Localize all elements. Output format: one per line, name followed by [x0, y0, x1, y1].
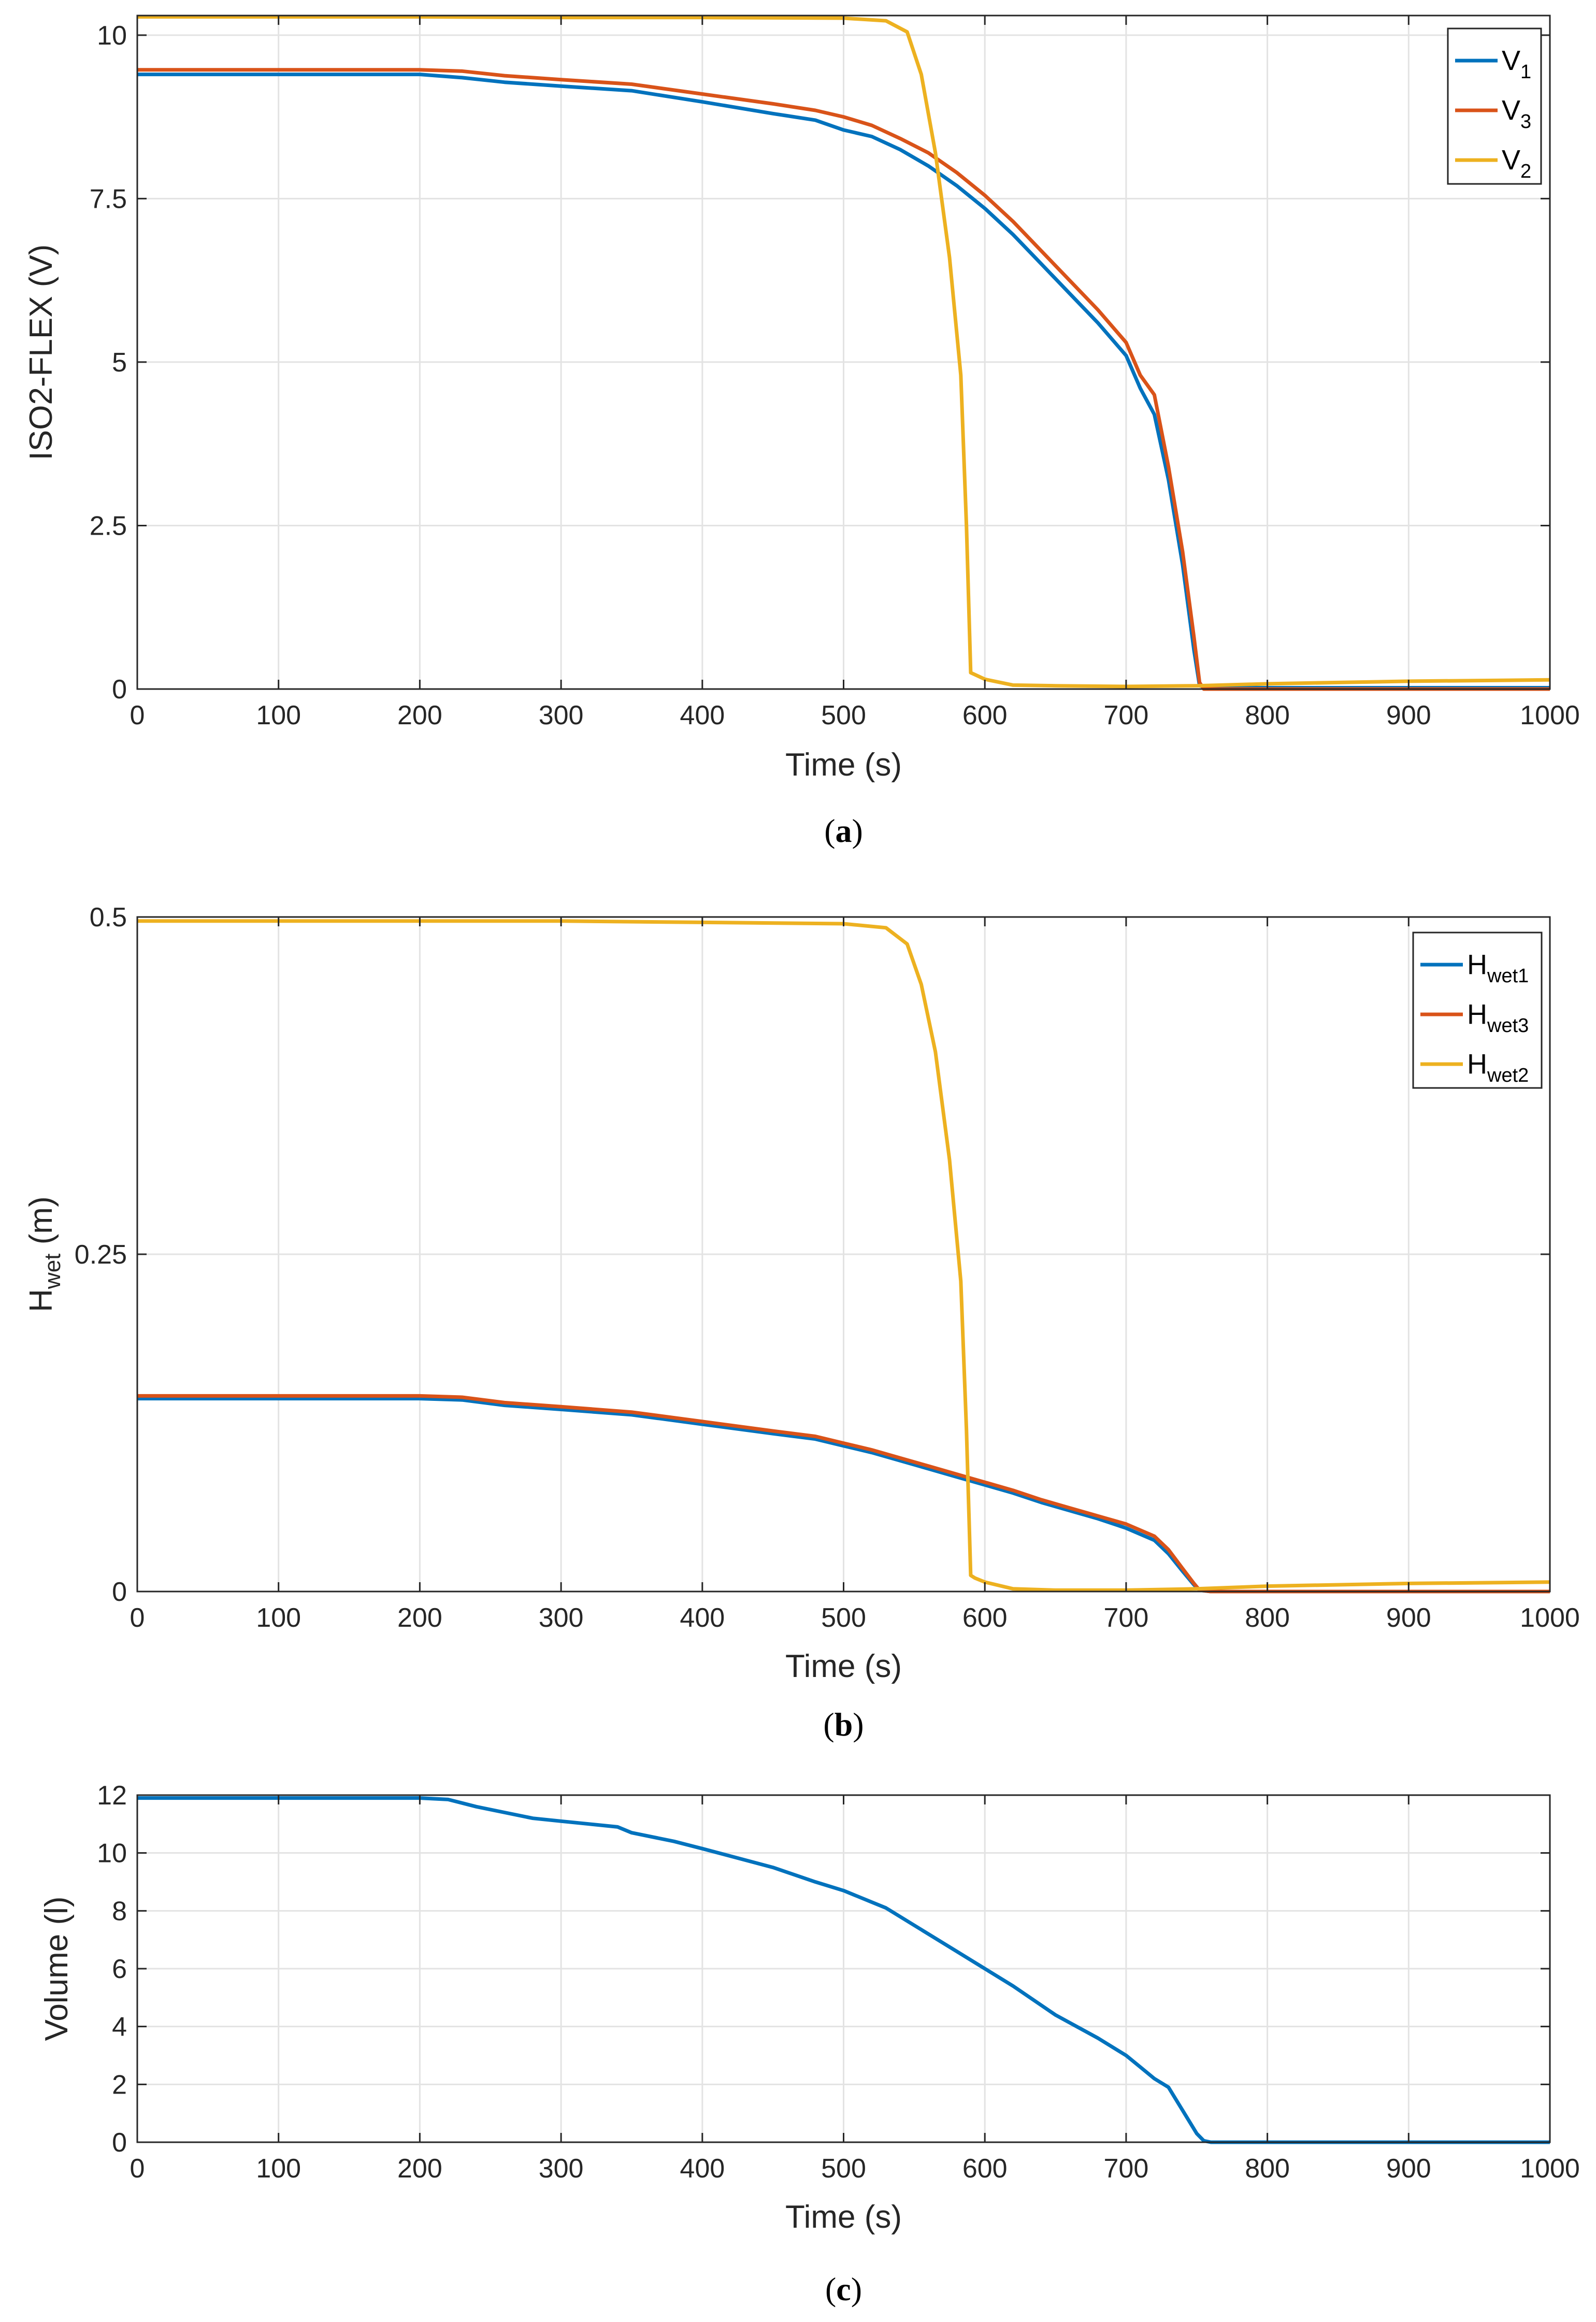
y-tick-label: 0.5 — [90, 902, 127, 933]
x-tick-label: 500 — [821, 700, 866, 730]
panel-caption: (c) — [825, 2271, 862, 2307]
x-tick-label: 300 — [539, 700, 584, 730]
y-tick-label: 2.5 — [90, 511, 127, 541]
y-tick-label: 7.5 — [90, 184, 127, 214]
x-tick-label: 0 — [130, 1603, 145, 1633]
y-tick-label: 4 — [112, 2012, 127, 2042]
y-tick-label: 6 — [112, 1954, 127, 1984]
x-tick-label: 600 — [962, 1603, 1008, 1633]
x-tick-label: 500 — [821, 1603, 866, 1633]
y-tick-label: 8 — [112, 1896, 127, 1926]
legend-box — [1412, 931, 1543, 1089]
y-tick-label: 0 — [112, 2128, 127, 2158]
series-line-v2 — [137, 15, 1550, 689]
x-tick-label: 200 — [397, 700, 442, 730]
legend-box — [1447, 27, 1542, 185]
x-tick-label: 100 — [256, 1603, 301, 1633]
legend-entry: Hwet1 — [1467, 949, 1529, 987]
x-tick-label: 600 — [962, 700, 1008, 730]
y-tick-label: 12 — [97, 1781, 127, 1811]
y-tick-label: 5 — [112, 348, 127, 378]
x-tick-label: 200 — [397, 2154, 442, 2184]
series-line-hwet3 — [137, 1394, 1550, 1594]
x-tick-label: 400 — [680, 700, 725, 730]
y-axis-label: ISO2-FLEX (V) — [23, 245, 59, 461]
legend-entry: Hwet3 — [1467, 999, 1529, 1037]
panel-caption: (b) — [823, 1706, 864, 1743]
x-axis-label: Time (s) — [785, 1649, 902, 1684]
x-tick-label: 100 — [256, 700, 301, 730]
x-tick-label: 700 — [1104, 2154, 1149, 2184]
x-tick-label: 0 — [130, 700, 145, 730]
x-axis-label: Time (s) — [785, 747, 902, 783]
legend-entry: V1 — [1502, 45, 1531, 83]
y-tick-label: 2 — [112, 2070, 127, 2100]
legend: Hwet1 Hwet3 Hwet2 — [1412, 931, 1543, 1089]
x-axis-label: Time (s) — [785, 2199, 902, 2235]
x-tick-label: 900 — [1386, 2154, 1431, 2184]
y-tick-label: 10 — [97, 21, 127, 51]
y-tick-label: 0 — [112, 1577, 127, 1607]
x-tick-label: 300 — [539, 2154, 584, 2184]
chart-panel-a: 0 100 200 300 400 500 600 700 800 900 1000 0 2.5 5 7.5… — [23, 15, 1580, 849]
x-tick-label: 400 — [680, 1603, 725, 1633]
legend-entry: Hwet2 — [1467, 1049, 1529, 1086]
chart-panel-b: 0 100 200 300 400 500 600 700 800 900 1000 0 0.25 0.5… — [23, 902, 1580, 1743]
y-tick-label: 0.25 — [75, 1240, 127, 1270]
series-line-hwet2 — [137, 919, 1550, 1592]
chart-panel-c: 0 100 200 300 400 500 600 700 800 900 1000 0 2 4 6 8 10 1… — [39, 1781, 1580, 2307]
x-tick-label: 1000 — [1520, 2154, 1580, 2184]
series-line-volume — [137, 1796, 1550, 2144]
x-tick-label: 500 — [821, 2154, 866, 2184]
x-tick-label: 1000 — [1520, 700, 1580, 730]
x-tick-label: 800 — [1245, 700, 1290, 730]
legend-entry: V2 — [1502, 145, 1531, 182]
series-line-v3 — [137, 68, 1550, 691]
x-tick-label: 700 — [1104, 1603, 1149, 1633]
x-tick-label: 600 — [962, 2154, 1008, 2184]
x-tick-label: 200 — [397, 1603, 442, 1633]
x-tick-label: 1000 — [1520, 1603, 1580, 1633]
y-axis-label: Hwet (m) — [23, 1196, 65, 1312]
x-tick-label: 800 — [1245, 1603, 1290, 1633]
x-tick-label: 300 — [539, 1603, 584, 1633]
x-tick-label: 700 — [1104, 700, 1149, 730]
x-tick-label: 0 — [130, 2154, 145, 2184]
x-tick-label: 400 — [680, 2154, 725, 2184]
x-tick-label: 900 — [1386, 700, 1431, 730]
x-tick-label: 100 — [256, 2154, 301, 2184]
panel-caption: (a) — [824, 812, 863, 849]
x-tick-label: 800 — [1245, 2154, 1290, 2184]
y-axis-label: Volume (l) — [39, 1896, 75, 2041]
legend: V1 V3 V2 — [1447, 27, 1542, 185]
y-tick-label: 10 — [97, 1839, 127, 1869]
x-tick-label: 900 — [1386, 1603, 1431, 1633]
y-tick-label: 0 — [112, 675, 127, 705]
legend-entry: V3 — [1502, 95, 1531, 133]
